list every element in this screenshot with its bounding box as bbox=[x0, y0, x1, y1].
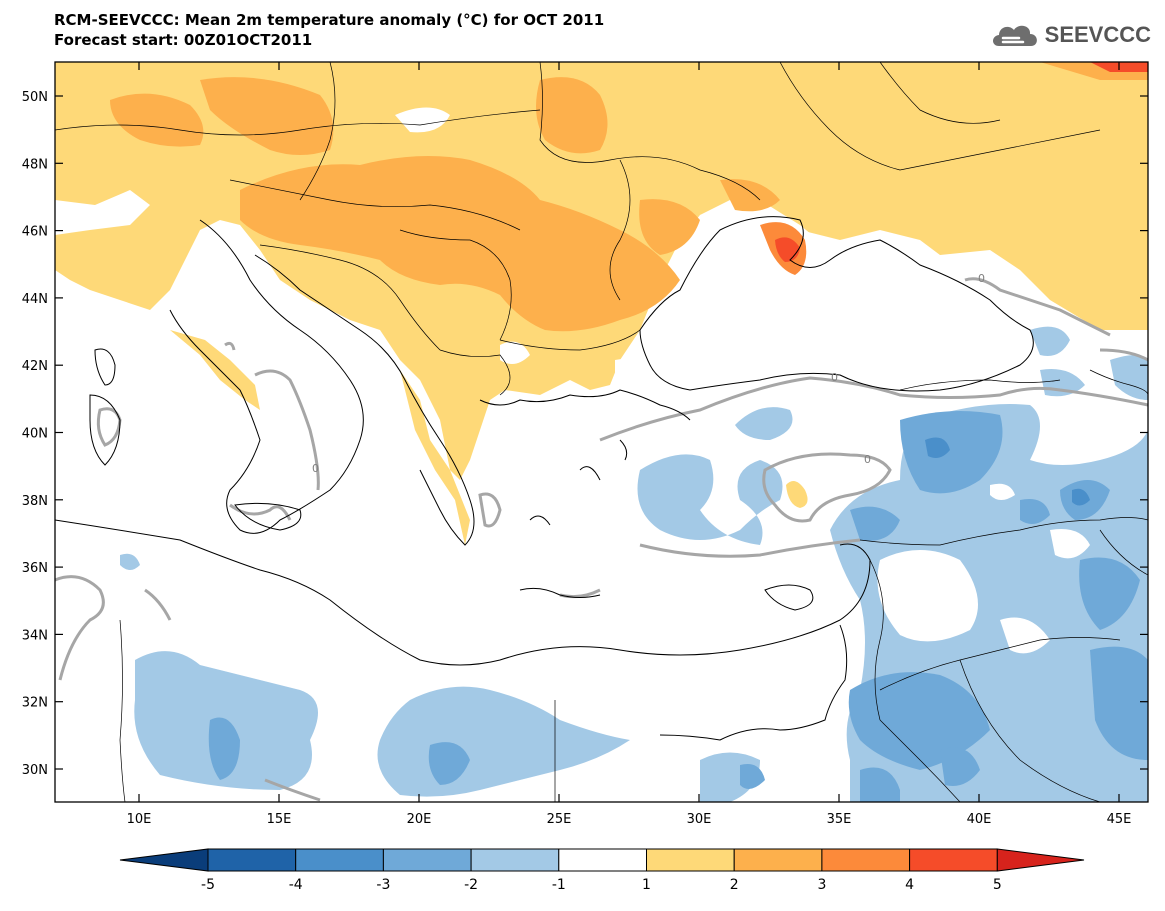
colorbar-segment bbox=[295, 848, 384, 872]
colorbar-label: -2 bbox=[464, 877, 478, 893]
lon-label: 35E bbox=[827, 812, 852, 827]
lon-label: 25E bbox=[547, 812, 572, 827]
lat-label: 42N bbox=[22, 359, 48, 374]
cloud-icon bbox=[992, 25, 1037, 46]
colorbar-label: 2 bbox=[730, 877, 739, 893]
warm-anomaly-greece-west bbox=[400, 370, 470, 545]
lon-label: 15E bbox=[267, 812, 292, 827]
logo-text: SEEVCCC bbox=[1044, 22, 1151, 47]
colorbar-label: -4 bbox=[289, 877, 303, 893]
colorbar-label: -1 bbox=[552, 877, 566, 893]
lon-label: 20E bbox=[407, 812, 432, 827]
zero-contours bbox=[55, 277, 1148, 802]
colorbar-label: 4 bbox=[905, 877, 914, 893]
contour-labels: 0 0 0 0 bbox=[312, 272, 985, 475]
lat-label: 38N bbox=[22, 494, 48, 509]
country-borders bbox=[55, 62, 1148, 802]
lat-label: 40N bbox=[22, 427, 48, 442]
title-block: RCM-SEEVCCC: Mean 2m temperature anomaly… bbox=[54, 10, 604, 50]
colorbar-label: 1 bbox=[642, 877, 651, 893]
anomaly-fields bbox=[55, 62, 1148, 802]
colorbar: -5 -4 -3 -2 -1 1 2 3 4 5 bbox=[119, 848, 1085, 893]
colorbar-label: 5 bbox=[993, 877, 1002, 893]
cold-anomaly-anatolia-west bbox=[637, 454, 783, 545]
colorbar-segment bbox=[646, 848, 735, 872]
colorbar-segment bbox=[733, 848, 823, 872]
lat-label: 46N bbox=[22, 225, 48, 240]
colorbar-segment bbox=[207, 848, 297, 872]
lon-label: 40E bbox=[967, 812, 992, 827]
cold-anomaly-moderate bbox=[208, 411, 1148, 802]
colorbar-segment bbox=[821, 848, 911, 872]
latitude-axis: 50N 48N 46N 44N 42N 40N 38N 36N 34N 32N 30N bbox=[22, 90, 1148, 778]
lon-label: 10E bbox=[127, 812, 152, 827]
map-title: RCM-SEEVCCC: Mean 2m temperature anomaly… bbox=[54, 11, 605, 29]
lat-label: 44N bbox=[22, 292, 48, 307]
colorbar-segment bbox=[470, 848, 560, 872]
cold-anomaly-turkey bbox=[735, 407, 793, 440]
coastlines bbox=[55, 216, 1034, 741]
forecast-start: Forecast start: 00Z01OCT2011 bbox=[54, 31, 313, 49]
warm-anomaly-italy-coast bbox=[170, 330, 260, 410]
colorbar-label: -3 bbox=[376, 877, 390, 893]
longitude-axis: 10E 15E 20E 25E 30E 35E 40E 45E bbox=[127, 62, 1132, 827]
contour-label: 0 bbox=[831, 371, 838, 384]
seevccc-logo: SEEVCCC bbox=[989, 20, 1151, 50]
contour-label: 0 bbox=[864, 453, 871, 466]
contour-label: 0 bbox=[312, 462, 319, 475]
lat-label: 36N bbox=[22, 561, 48, 576]
colorbar-segment bbox=[909, 848, 998, 872]
contour-label: 0 bbox=[978, 272, 985, 285]
colorbar-segment bbox=[382, 848, 472, 872]
colorbar-segment bbox=[558, 848, 647, 872]
lat-label: 50N bbox=[22, 90, 48, 105]
lat-label: 34N bbox=[22, 628, 48, 643]
colorbar-label: 3 bbox=[817, 877, 826, 893]
colorbar-arrow-high bbox=[996, 848, 1085, 872]
colorbar-label: -5 bbox=[201, 877, 215, 893]
lat-label: 48N bbox=[22, 157, 48, 172]
lat-label: 30N bbox=[22, 763, 48, 778]
colorbar-arrow-low bbox=[119, 848, 209, 872]
lon-label: 45E bbox=[1107, 812, 1132, 827]
warm-anomaly-anatolia-spot bbox=[786, 481, 808, 508]
warm-anomaly-strong bbox=[110, 62, 1148, 332]
lon-label: 30E bbox=[687, 812, 712, 827]
lat-label: 32N bbox=[22, 696, 48, 711]
